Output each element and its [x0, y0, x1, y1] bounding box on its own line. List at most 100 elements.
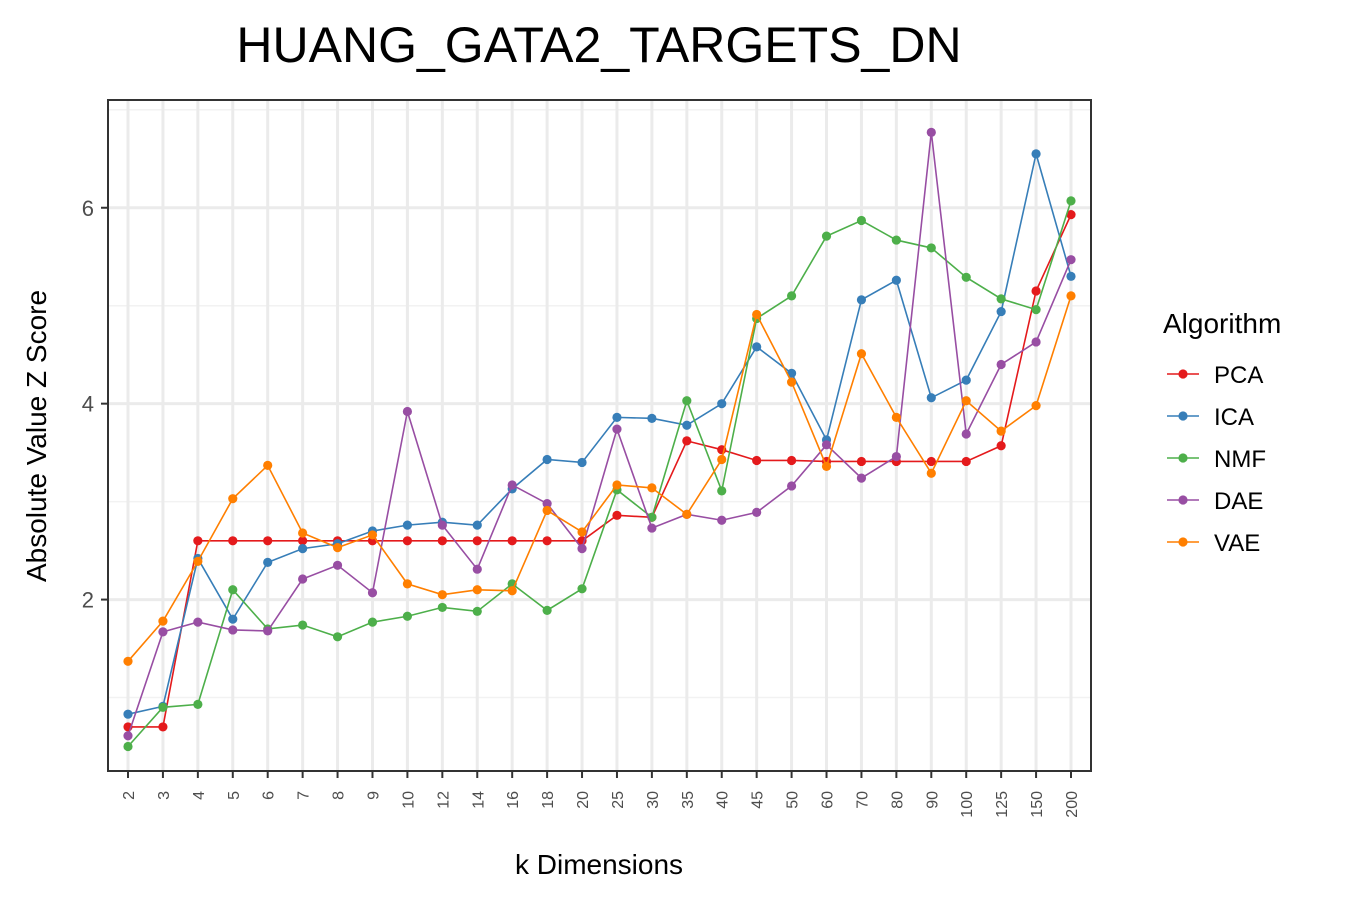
y-tick-label: 4 [82, 392, 94, 417]
data-point-pca [612, 510, 622, 520]
y-tick-label: 6 [82, 196, 94, 221]
data-point-nmf [158, 702, 168, 712]
data-point-vae [542, 505, 552, 516]
data-point-vae [752, 309, 762, 320]
data-point-nmf [1031, 305, 1041, 315]
x-tick-label: 90 [924, 791, 941, 809]
legend-items: PCA ICA NMF DAE VAE [1167, 362, 1266, 557]
data-point-ica [647, 413, 657, 423]
series-nmf [123, 196, 1076, 752]
legend-item-vae: VAE [1167, 530, 1260, 557]
data-point-ica [1066, 271, 1076, 281]
data-point-ica [123, 709, 133, 719]
data-point-pca [228, 536, 238, 546]
x-tick-label: 35 [680, 791, 697, 809]
data-point-vae [717, 454, 727, 465]
data-point-ica [228, 614, 238, 624]
data-point-vae [402, 579, 413, 589]
data-point-dae [1066, 255, 1076, 265]
data-point-vae [1031, 401, 1041, 411]
legend-label-ica: ICA [1214, 404, 1254, 431]
data-point-dae [193, 617, 203, 627]
data-point-vae [263, 460, 273, 470]
series-line-vae [127, 295, 1072, 662]
series-line-pca [128, 214, 1072, 728]
x-tick-label: 60 [820, 791, 837, 809]
data-point-dae [717, 515, 727, 525]
data-point-nmf [996, 294, 1006, 304]
data-point-vae [298, 528, 308, 538]
data-point-ica [752, 342, 762, 352]
data-point-nmf [717, 486, 727, 496]
series-line-ica [127, 153, 1072, 715]
data-point-nmf [437, 602, 447, 613]
data-point-vae [891, 412, 901, 422]
series-line-dae [127, 132, 1072, 736]
data-point-vae [193, 556, 203, 566]
series-vae [123, 291, 1076, 666]
x-tick-label: 16 [505, 791, 522, 809]
x-tick-label: 4 [191, 791, 208, 800]
data-point-vae [158, 616, 168, 626]
x-tick-label: 6 [261, 791, 278, 800]
x-tick-label: 5 [226, 791, 243, 800]
data-point-pca [856, 456, 867, 467]
data-point-pca [298, 536, 308, 546]
x-tick-label: 150 [1029, 791, 1046, 818]
x-tick-label: 50 [785, 791, 802, 809]
data-point-ica [472, 520, 482, 530]
data-point-pca [542, 536, 552, 546]
data-point-dae [228, 625, 238, 635]
data-point-nmf [786, 291, 797, 301]
x-tick-label: 18 [540, 791, 557, 809]
data-point-ica [891, 275, 901, 285]
plot-panel-border [107, 99, 1092, 772]
data-point-nmf [193, 699, 203, 709]
data-point-nmf [472, 606, 482, 616]
chart-title: HUANG_GATA2_TARGETS_DN [236, 17, 961, 73]
series-layer [123, 127, 1076, 752]
data-point-pca [961, 456, 971, 467]
data-point-vae [228, 494, 238, 504]
y-tick-label: 2 [82, 588, 94, 613]
data-point-ica [542, 454, 552, 465]
data-point-nmf [821, 231, 832, 241]
data-point-ica [926, 393, 936, 403]
legend-item-ica: ICA [1167, 404, 1254, 431]
data-point-vae [332, 543, 343, 553]
data-point-vae [786, 377, 797, 387]
data-point-dae [507, 480, 517, 490]
legend-marker-vae [1178, 537, 1188, 547]
x-tick-label: 70 [854, 791, 871, 809]
legend-item-nmf: NMF [1167, 446, 1266, 473]
data-point-dae [996, 359, 1006, 370]
data-point-pca [158, 722, 168, 732]
data-point-dae [542, 498, 552, 509]
legend-label-dae: DAE [1214, 488, 1263, 515]
x-tick-label: 200 [1064, 791, 1081, 818]
legend-label-pca: PCA [1214, 362, 1263, 389]
data-point-nmf [367, 617, 378, 627]
data-point-ica [856, 295, 867, 305]
data-point-ica [263, 557, 273, 567]
data-point-vae [926, 468, 936, 478]
data-point-vae [647, 483, 657, 493]
data-point-dae [821, 440, 832, 450]
data-point-vae [437, 590, 447, 600]
data-point-dae [437, 520, 447, 530]
data-point-nmf [542, 605, 552, 615]
data-point-pca [682, 436, 692, 446]
legend: Algorithm PCA ICA NMF DAE VAE [1163, 308, 1281, 557]
data-point-pca [996, 441, 1006, 451]
data-point-vae [1066, 291, 1076, 301]
data-point-ica [577, 457, 587, 468]
x-tick-label: 45 [750, 791, 767, 809]
data-point-pca [926, 456, 936, 467]
data-point-pca [263, 536, 273, 546]
x-tick-label: 14 [470, 791, 487, 809]
data-point-ica [961, 375, 971, 385]
data-point-ica [612, 412, 622, 422]
x-tick-label: 30 [645, 791, 662, 809]
data-point-dae [786, 481, 797, 491]
